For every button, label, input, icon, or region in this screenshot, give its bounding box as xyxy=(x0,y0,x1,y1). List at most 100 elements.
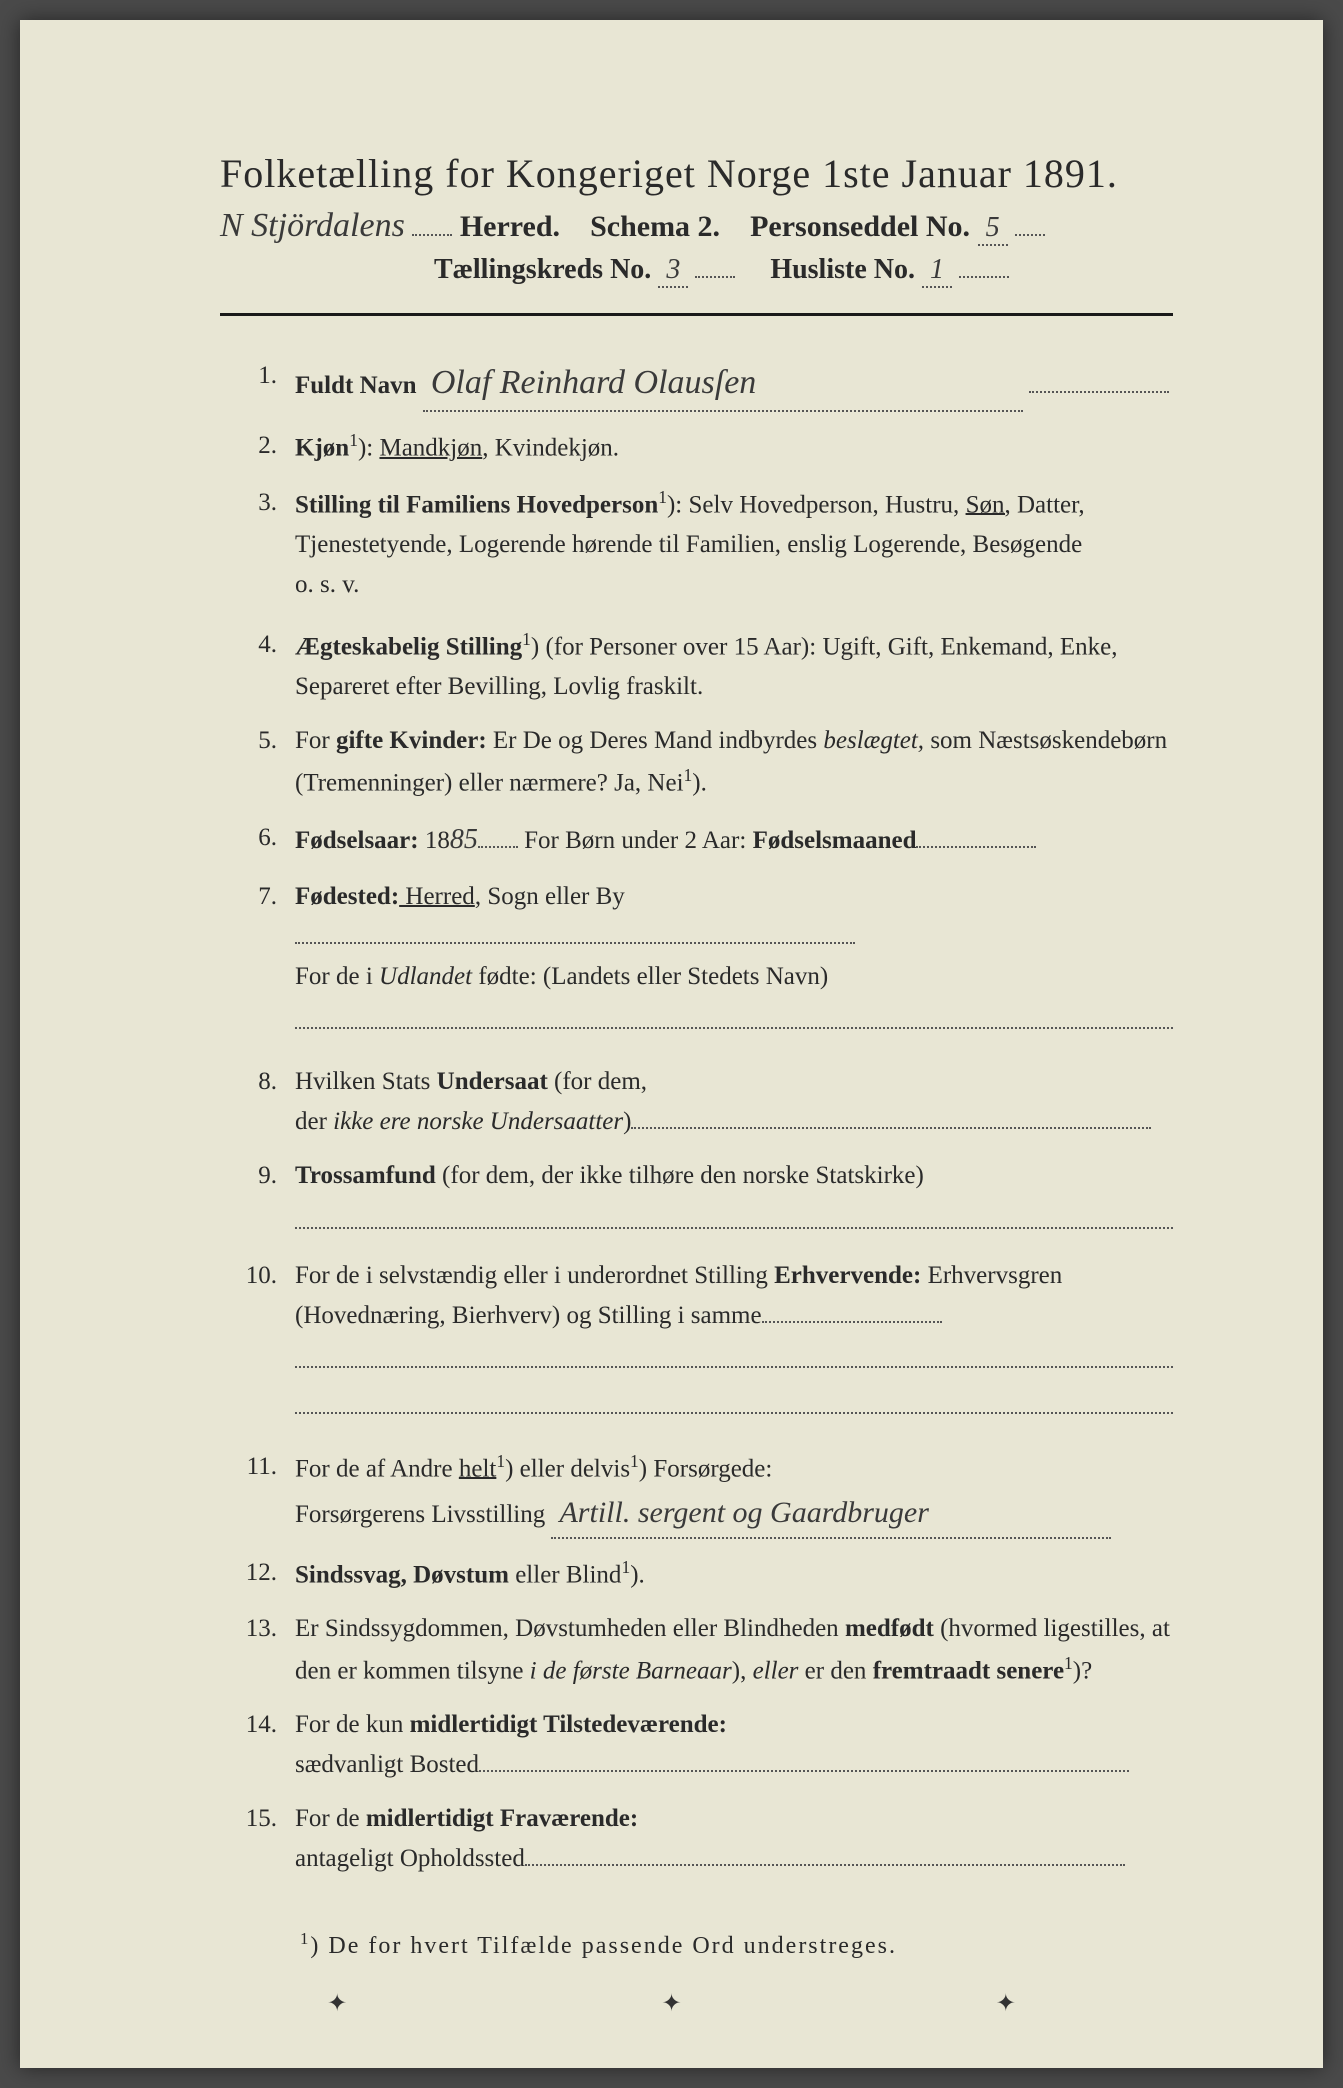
text: der xyxy=(295,1108,333,1135)
dotted-fill xyxy=(959,276,1009,278)
item-2: 2. Kjøn1): Mandkjøn, Kvindekjøn. xyxy=(240,426,1173,468)
text: ) xyxy=(623,1108,631,1135)
text: For de kun xyxy=(295,1711,410,1738)
footnote-ref: 1 xyxy=(658,487,667,507)
footnote-ref: 1 xyxy=(1064,1653,1073,1673)
item-body: For de af Andre helt1) eller delvis1) Fo… xyxy=(295,1447,1173,1539)
item-8: 8. Hvilken Stats Undersaat (for dem, der… xyxy=(240,1062,1173,1142)
header-line-3: Tællingskreds No. 3 Husliste No. 1 xyxy=(220,254,1173,288)
schema-label: Schema 2. xyxy=(590,210,720,243)
item-body: For gifte Kvinder: Er De og Deres Mand i… xyxy=(295,721,1173,803)
text: sædvanligt Bosted xyxy=(295,1751,479,1778)
italic-text: i de første Barneaar xyxy=(530,1657,732,1684)
item-7: 7. Fødested: Herred, Sogn eller By For d… xyxy=(240,877,1173,1043)
text: For Børn under 2 Aar: xyxy=(518,827,753,854)
name-value: Olaf Reinhard Olausſen xyxy=(423,356,1023,412)
text: For de af Andre xyxy=(295,1455,459,1482)
census-form-page: Folketælling for Kongeriget Norge 1ste J… xyxy=(20,20,1323,2068)
item-number: 14. xyxy=(240,1705,295,1785)
item-body: Fødested: Herred, Sogn eller By For de i… xyxy=(295,877,1173,1043)
text: For de i selvstændig eller i underordnet… xyxy=(295,1262,774,1289)
text: fødte: (Landets eller Stedets Navn) xyxy=(472,963,828,990)
item-number: 15. xyxy=(240,1799,295,1879)
footnote-ref: 1 xyxy=(630,1451,639,1471)
item-number: 6. xyxy=(240,818,295,863)
text: For de i xyxy=(295,963,379,990)
kreds-label: Tællingskreds No. xyxy=(434,254,651,285)
item-number: 13. xyxy=(240,1609,295,1691)
footnote-ref: 1 xyxy=(684,765,693,785)
mark-icon: ✦ xyxy=(996,1989,1016,2018)
item-number: 8. xyxy=(240,1062,295,1142)
item-body: For de kun midlertidigt Tilstedeværende:… xyxy=(295,1705,1173,1785)
dotted-line xyxy=(295,1196,1173,1229)
item-number: 11. xyxy=(240,1447,295,1539)
label: Fødselsmaaned xyxy=(753,827,917,854)
italic-text: ikke ere norske Undersaatter xyxy=(333,1108,623,1135)
text: )? xyxy=(1073,1657,1092,1684)
year-handwritten: 85 xyxy=(450,824,478,855)
label: Fuldt Navn xyxy=(295,372,417,399)
dotted-fill xyxy=(479,1747,1129,1772)
text: , xyxy=(482,435,495,462)
form-items: 1. Fuldt Navn Olaf Reinhard Olausſen 2. … xyxy=(220,356,1173,1879)
item-3: 3. Stilling til Familiens Hovedperson1):… xyxy=(240,483,1173,605)
personseddel-label: Personseddel No. xyxy=(750,210,970,243)
text: Hvilken Stats xyxy=(295,1068,437,1095)
label: Undersaat xyxy=(437,1068,548,1095)
label: fremtraadt senere xyxy=(873,1657,1064,1684)
dotted-fill xyxy=(631,1104,1151,1129)
label: Fødested: xyxy=(295,883,399,910)
text: Er Sindssygdommen, Døvstumheden eller Bl… xyxy=(295,1615,845,1642)
item-number: 12. xyxy=(240,1553,295,1595)
husliste-label: Husliste No. xyxy=(770,254,915,285)
dotted-fill xyxy=(1015,234,1045,236)
text: ) Forsørgede: xyxy=(639,1455,773,1482)
item-body: Sindssvag, Døvstum eller Blind1). xyxy=(295,1553,1173,1595)
item-body: Stilling til Familiens Hovedperson1): Se… xyxy=(295,483,1173,605)
selected-option: Søn, xyxy=(966,491,1011,518)
divider-line xyxy=(220,313,1173,316)
label: Sindssvag, Døvstum xyxy=(295,1561,509,1588)
italic-text: eller xyxy=(753,1657,799,1684)
text: er den xyxy=(798,1657,872,1684)
text: antageligt Opholdssted xyxy=(295,1845,525,1872)
item-14: 14. For de kun midlertidigt Tilstedevære… xyxy=(240,1705,1173,1785)
main-title: Folketælling for Kongeriget Norge 1ste J… xyxy=(220,150,1173,197)
footnote-ref: 1 xyxy=(621,1557,630,1577)
dotted-line xyxy=(295,1381,1173,1414)
text: ): xyxy=(358,435,380,462)
item-11: 11. For de af Andre helt1) eller delvis1… xyxy=(240,1447,1173,1539)
footnote-text: ) De for hvert Tilfælde passende Ord und… xyxy=(310,1933,897,1959)
label: Erhvervende: xyxy=(774,1262,921,1289)
text: ), xyxy=(732,1657,753,1684)
text: ): Selv Hovedperson, Hustru, xyxy=(667,491,966,518)
text: ). xyxy=(692,770,707,797)
dotted-fill xyxy=(295,919,855,944)
selected-option: Mandkjøn xyxy=(379,435,482,462)
dotted-fill xyxy=(1029,368,1169,393)
footnote-marker: 1 xyxy=(300,1929,310,1948)
label: Trossamfund xyxy=(295,1162,436,1189)
item-13: 13. Er Sindssygdommen, Døvstumheden elle… xyxy=(240,1609,1173,1691)
item-body: Trossamfund (for dem, der ikke tilhøre d… xyxy=(295,1156,1173,1242)
item-4: 4. Ægteskabelig Stilling1) (for Personer… xyxy=(240,625,1173,707)
text: eller Blind xyxy=(509,1561,621,1588)
mark-icon: ✦ xyxy=(661,1989,681,2018)
item-12: 12. Sindssvag, Døvstum eller Blind1). xyxy=(240,1553,1173,1595)
selected-option: Herred xyxy=(399,883,475,910)
item-5: 5. For gifte Kvinder: Er De og Deres Man… xyxy=(240,721,1173,803)
mark-icon: ✦ xyxy=(327,1989,347,2018)
item-9: 9. Trossamfund (for dem, der ikke tilhør… xyxy=(240,1156,1173,1242)
item-body: Er Sindssygdommen, Døvstumheden eller Bl… xyxy=(295,1609,1173,1691)
livsstilling-value: Artill. sergent og Gaardbruger xyxy=(551,1489,1111,1539)
footnote: 1) De for hvert Tilfælde passende Ord un… xyxy=(220,1929,1173,1960)
italic-text: beslægtet, xyxy=(823,727,924,754)
header-line-2: N Stjördalens Herred. Schema 2. Personse… xyxy=(220,207,1173,246)
header: Folketælling for Kongeriget Norge 1ste J… xyxy=(220,150,1173,288)
item-1: 1. Fuldt Navn Olaf Reinhard Olausſen xyxy=(240,356,1173,412)
item-body: Kjøn1): Mandkjøn, Kvindekjøn. xyxy=(295,426,1173,468)
label: gifte Kvinder: xyxy=(336,727,487,754)
label: Fødselsaar: xyxy=(295,827,419,854)
text: (for dem, der ikke tilhøre den norske St… xyxy=(436,1162,924,1189)
